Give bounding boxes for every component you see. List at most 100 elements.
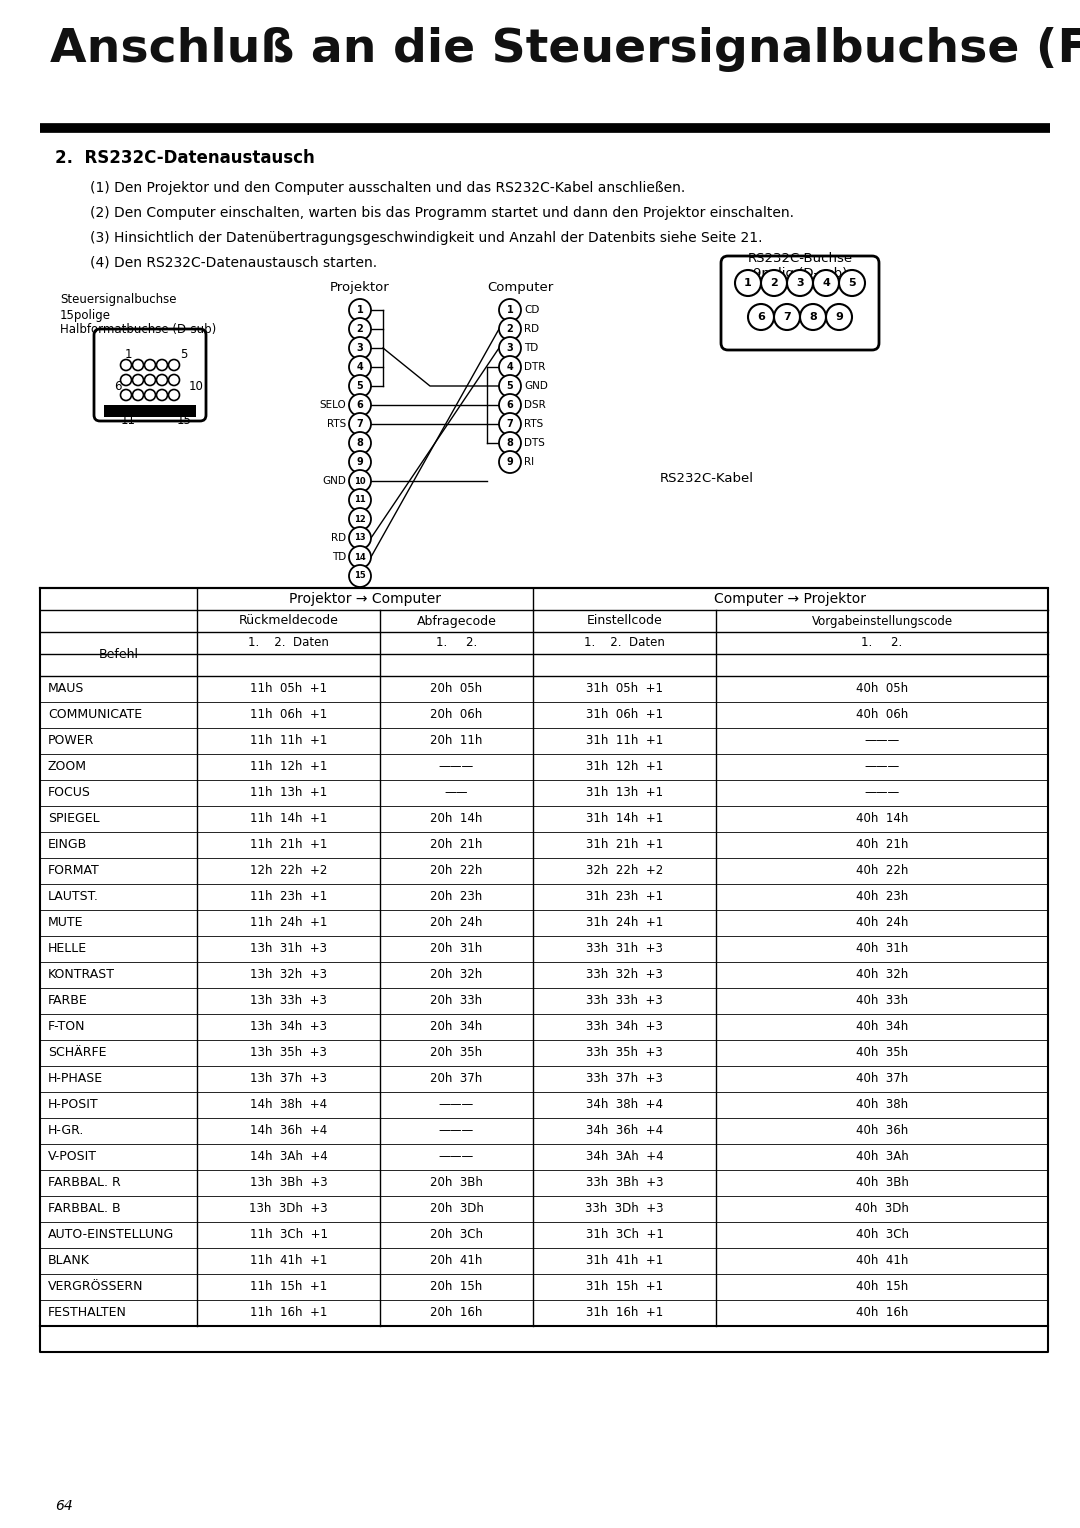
Text: 5: 5: [180, 347, 188, 361]
Circle shape: [499, 299, 521, 321]
Text: 33h  3Bh  +3: 33h 3Bh +3: [585, 1177, 663, 1189]
Text: 9: 9: [507, 457, 513, 468]
Circle shape: [157, 374, 167, 385]
Text: Abfragecode: Abfragecode: [417, 614, 497, 628]
Circle shape: [349, 318, 372, 341]
Text: FORMAT: FORMAT: [48, 865, 99, 877]
Text: 40h  36h: 40h 36h: [855, 1125, 908, 1137]
Text: Projektor → Computer: Projektor → Computer: [289, 591, 441, 607]
Text: 11h  13h  +1: 11h 13h +1: [249, 787, 327, 799]
Text: 40h  24h: 40h 24h: [855, 917, 908, 929]
Text: 20h  11h: 20h 11h: [430, 735, 483, 747]
Text: 40h  22h: 40h 22h: [855, 865, 908, 877]
Text: FESTHALTEN: FESTHALTEN: [48, 1306, 126, 1320]
Circle shape: [735, 270, 761, 296]
Text: 33h  32h  +3: 33h 32h +3: [586, 969, 663, 981]
Text: 3: 3: [507, 342, 513, 353]
Text: 11h  11h  +1: 11h 11h +1: [249, 735, 327, 747]
Circle shape: [168, 374, 179, 385]
Text: (2) Den Computer einschalten, warten bis das Programm startet und dann den Proje: (2) Den Computer einschalten, warten bis…: [90, 206, 794, 220]
Text: Anschluß an die Steuersignalbuchse (Fortsetzung): Anschluß an die Steuersignalbuchse (Fort…: [50, 28, 1080, 72]
Text: 31h  3Ch  +1: 31h 3Ch +1: [585, 1229, 663, 1241]
Text: 31h  41h  +1: 31h 41h +1: [585, 1254, 663, 1268]
Text: MAUS: MAUS: [48, 683, 84, 695]
Text: 20h  32h: 20h 32h: [430, 969, 483, 981]
Text: 11: 11: [354, 495, 366, 504]
Circle shape: [349, 413, 372, 435]
Text: Einstellcode: Einstellcode: [586, 614, 662, 628]
Text: VERGRÖSSERN: VERGRÖSSERN: [48, 1280, 144, 1294]
Circle shape: [800, 304, 826, 330]
Text: 40h  38h: 40h 38h: [856, 1099, 908, 1111]
Text: 8: 8: [809, 312, 816, 322]
Text: 20h  35h: 20h 35h: [431, 1047, 483, 1059]
Text: 20h  23h: 20h 23h: [430, 891, 483, 903]
Text: KONTRAST: KONTRAST: [48, 969, 114, 981]
Text: Computer: Computer: [487, 281, 553, 295]
Text: 7: 7: [356, 419, 363, 429]
Text: 20h  06h: 20h 06h: [430, 709, 483, 721]
Text: 13h  3Dh  +3: 13h 3Dh +3: [249, 1203, 328, 1215]
Text: ——: ——: [445, 787, 469, 799]
Text: DTR: DTR: [524, 362, 545, 371]
Text: 12: 12: [354, 515, 366, 524]
Text: 14h  38h  +4: 14h 38h +4: [249, 1099, 327, 1111]
Text: ———: ———: [864, 761, 900, 773]
Text: SELO: SELO: [320, 400, 346, 410]
Circle shape: [499, 374, 521, 397]
FancyBboxPatch shape: [94, 329, 206, 422]
Circle shape: [133, 390, 144, 400]
Circle shape: [774, 304, 800, 330]
Text: 1.     2.: 1. 2.: [436, 637, 477, 649]
Text: ZOOM: ZOOM: [48, 761, 87, 773]
FancyBboxPatch shape: [721, 257, 879, 350]
Circle shape: [157, 359, 167, 370]
Text: F-TON: F-TON: [48, 1021, 85, 1033]
Text: 6: 6: [114, 379, 122, 393]
Circle shape: [121, 390, 132, 400]
Text: GND: GND: [524, 380, 548, 391]
Text: 40h  23h: 40h 23h: [855, 891, 908, 903]
Text: 40h  05h: 40h 05h: [856, 683, 908, 695]
Text: 34h  36h  +4: 34h 36h +4: [586, 1125, 663, 1137]
Text: 6: 6: [356, 400, 363, 410]
Text: 33h  3Dh  +3: 33h 3Dh +3: [585, 1203, 664, 1215]
Text: 31h  23h  +1: 31h 23h +1: [586, 891, 663, 903]
Circle shape: [349, 451, 372, 474]
Text: H-POSIT: H-POSIT: [48, 1099, 98, 1111]
Text: (3) Hinsichtlich der Datenübertragungsgeschwindigkeit und Anzahl der Datenbits s: (3) Hinsichtlich der Datenübertragungsge…: [90, 231, 762, 244]
Circle shape: [133, 374, 144, 385]
Text: MUTE: MUTE: [48, 917, 83, 929]
Text: 20h  3Dh: 20h 3Dh: [430, 1203, 484, 1215]
Circle shape: [761, 270, 787, 296]
Circle shape: [499, 338, 521, 359]
Text: 6: 6: [507, 400, 513, 410]
Text: 13: 13: [354, 533, 366, 542]
Text: (1) Den Projektor und den Computer ausschalten und das RS232C-Kabel anschließen.: (1) Den Projektor und den Computer aussc…: [90, 180, 685, 196]
Text: H-PHASE: H-PHASE: [48, 1073, 103, 1085]
Text: 40h  35h: 40h 35h: [856, 1047, 908, 1059]
Text: 8: 8: [356, 439, 364, 448]
Circle shape: [145, 390, 156, 400]
Text: 2.  RS232C-Datenaustausch: 2. RS232C-Datenaustausch: [55, 150, 314, 167]
Text: POWER: POWER: [48, 735, 94, 747]
Text: 10: 10: [354, 477, 366, 486]
Text: BLANK: BLANK: [48, 1254, 90, 1268]
Text: 11h  15h  +1: 11h 15h +1: [249, 1280, 327, 1294]
Text: Steuersignalbuchse: Steuersignalbuchse: [60, 293, 176, 307]
Circle shape: [349, 374, 372, 397]
Text: 11h  3Ch  +1: 11h 3Ch +1: [249, 1229, 327, 1241]
Text: Computer → Projektor: Computer → Projektor: [715, 591, 866, 607]
Text: LAUTST.: LAUTST.: [48, 891, 99, 903]
Text: 40h  34h: 40h 34h: [855, 1021, 908, 1033]
Text: 1.    2.  Daten: 1. 2. Daten: [584, 637, 665, 649]
Circle shape: [499, 318, 521, 341]
Text: 11h  14h  +1: 11h 14h +1: [249, 813, 327, 825]
Text: COMMUNICATE: COMMUNICATE: [48, 709, 143, 721]
Text: 6: 6: [757, 312, 765, 322]
Text: FARBBAL. R: FARBBAL. R: [48, 1177, 121, 1189]
Text: 1: 1: [507, 306, 513, 315]
Text: DSR: DSR: [524, 400, 545, 410]
Text: 13h  32h  +3: 13h 32h +3: [249, 969, 327, 981]
Text: RS232C-Buchse: RS232C-Buchse: [747, 252, 852, 264]
